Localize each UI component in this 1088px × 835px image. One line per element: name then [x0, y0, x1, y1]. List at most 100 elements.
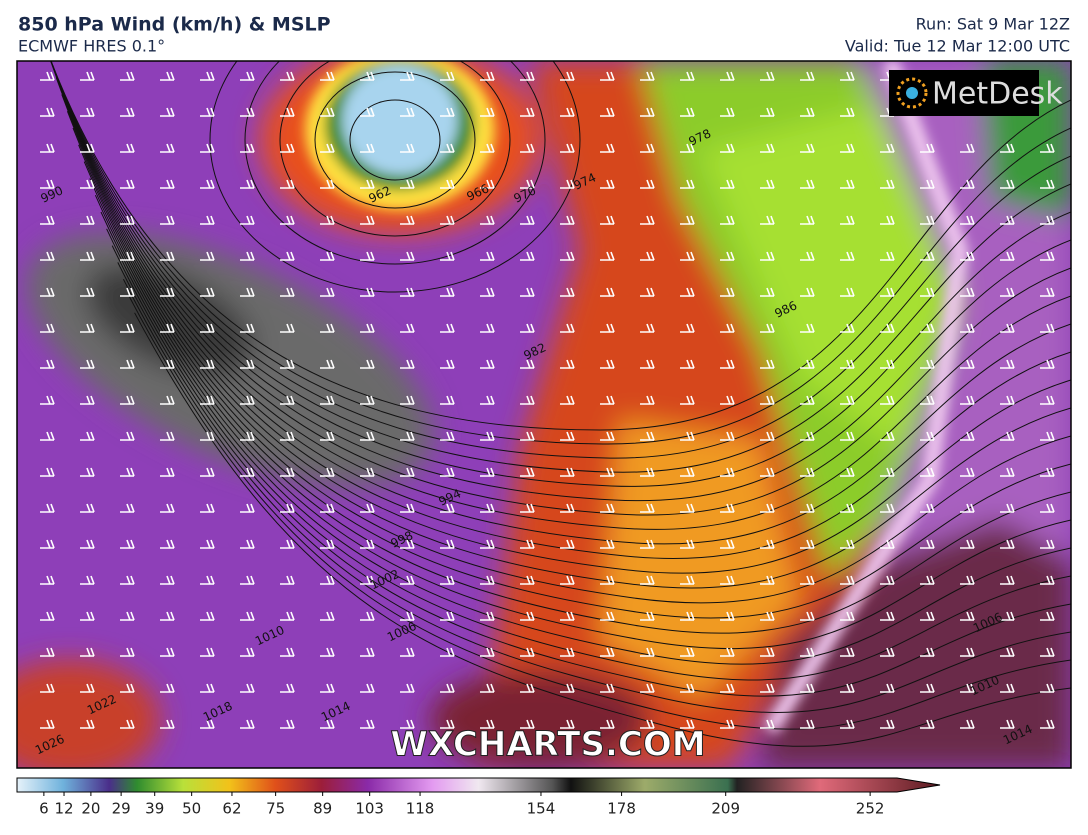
wind-barb [80, 179, 95, 189]
wind-barb [400, 143, 415, 153]
wind-barb [480, 215, 495, 225]
isobar [314, 71, 476, 209]
wind-barb [1000, 539, 1015, 549]
wind-barb [720, 647, 735, 657]
wind-barb [280, 143, 295, 153]
wind-barb [280, 431, 295, 441]
wind-barb [1000, 287, 1015, 297]
wind-barb [320, 647, 335, 657]
wind-barb [880, 611, 895, 621]
wind-barb [760, 395, 775, 405]
wind-barb [920, 143, 935, 153]
wind-barb [880, 431, 895, 441]
wind-barb [680, 575, 695, 585]
wind-barb [480, 647, 495, 657]
colorbar-tick-label: 20 [81, 800, 100, 818]
wind-barb [560, 215, 575, 225]
wind-barb [1000, 503, 1015, 513]
wind-barb [680, 395, 695, 405]
wind-barb [520, 431, 535, 441]
wind-barb [1040, 611, 1055, 621]
wind-barb [880, 287, 895, 297]
wind-barb [120, 287, 135, 297]
wind-barb [800, 107, 815, 117]
wind-barb [320, 539, 335, 549]
wind-barb [880, 539, 895, 549]
wind-barb [840, 251, 855, 261]
wind-barb [800, 683, 815, 693]
wind-barb [480, 71, 495, 81]
wind-barb [960, 647, 975, 657]
wind-barb [880, 179, 895, 189]
wind-barb [600, 395, 615, 405]
wind-barb [680, 287, 695, 297]
wind-barb [200, 215, 215, 225]
wind-barb [920, 215, 935, 225]
wind-barb [560, 359, 575, 369]
wind-barb [360, 359, 375, 369]
wind-barb [80, 431, 95, 441]
wind-barb [720, 215, 735, 225]
wind-barb [440, 359, 455, 369]
wind-barb [720, 611, 735, 621]
wind-barb [160, 683, 175, 693]
wind-barb [80, 323, 95, 333]
wind-barb [480, 683, 495, 693]
wind-barb [120, 251, 135, 261]
wind-barb [40, 647, 55, 657]
wind-barb [640, 719, 655, 729]
wind-barb [80, 611, 95, 621]
wind-barb [280, 359, 295, 369]
wind-barb [520, 647, 535, 657]
wind-barb [200, 683, 215, 693]
wind-barb [560, 431, 575, 441]
wind-barb [320, 395, 335, 405]
logo: MetDesk [932, 77, 1063, 112]
wind-barb [960, 683, 975, 693]
wind-barb [920, 287, 935, 297]
wind-barb [760, 251, 775, 261]
wind-barb [600, 719, 615, 729]
wind-barb [440, 647, 455, 657]
wind-barb [360, 683, 375, 693]
header: 850 hPa Wind (km/h) & MSLP ECMWF HRES 0.… [18, 14, 1070, 56]
wind-barb [960, 359, 975, 369]
wind-barb [920, 647, 935, 657]
wind-barb [760, 107, 775, 117]
wind-barb [200, 575, 215, 585]
wind-barb [320, 287, 335, 297]
wind-barb [160, 395, 175, 405]
wind-barb [840, 575, 855, 585]
wind-barb [840, 467, 855, 477]
wind-barb [160, 539, 175, 549]
wind-barb [120, 395, 135, 405]
wind-barb [40, 107, 55, 117]
wind-barb [520, 719, 535, 729]
wind-barb [680, 359, 695, 369]
wind-barb [680, 215, 695, 225]
wind-barb [880, 719, 895, 729]
wind-barb [480, 251, 495, 261]
wind-barb [560, 503, 575, 513]
wind-barb [560, 287, 575, 297]
wind-barb [1000, 683, 1015, 693]
wind-barb [280, 395, 295, 405]
isobar [50, 61, 1071, 445]
wind-barb [600, 215, 615, 225]
wind-barb [640, 323, 655, 333]
wind-barb [840, 359, 855, 369]
wind-barb [360, 431, 375, 441]
wind-barb [480, 179, 495, 189]
wind-barb [400, 215, 415, 225]
wind-barb [240, 71, 255, 81]
colorbar-tick-label: 12 [54, 800, 73, 818]
wind-barb [400, 359, 415, 369]
isobar [244, 61, 546, 265]
wind-barb [720, 287, 735, 297]
wind-barb [800, 575, 815, 585]
wind-barb [560, 107, 575, 117]
isobar [128, 295, 1071, 730]
wind-barb [600, 611, 615, 621]
wind-barb [600, 575, 615, 585]
wind-barb [880, 575, 895, 585]
